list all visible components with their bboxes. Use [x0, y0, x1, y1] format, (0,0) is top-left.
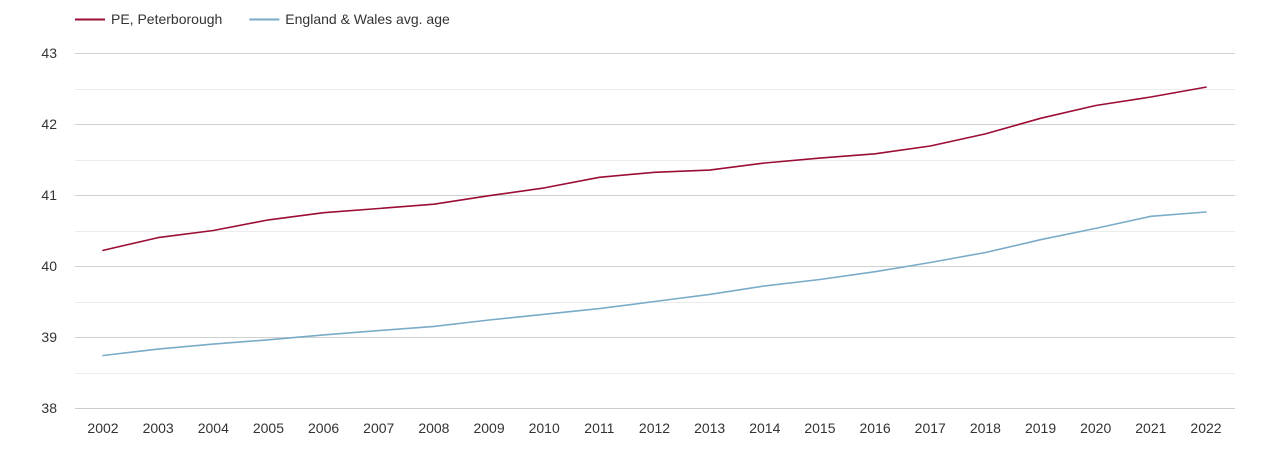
x-tick-label: 2005: [253, 420, 284, 436]
data-point[interactable]: [817, 156, 822, 161]
data-point[interactable]: [1148, 214, 1153, 219]
x-tick-label: 2022: [1190, 420, 1221, 436]
data-point[interactable]: [266, 217, 271, 222]
data-point[interactable]: [542, 185, 547, 190]
data-point[interactable]: [487, 193, 492, 198]
data-point[interactable]: [1093, 226, 1098, 231]
data-point[interactable]: [101, 248, 106, 253]
data-point[interactable]: [1038, 116, 1043, 121]
legend-label: England & Wales avg. age: [285, 11, 450, 27]
x-tick-label: 2008: [418, 420, 449, 436]
x-tick-label: 2014: [749, 420, 780, 436]
x-tick-label: 2011: [584, 420, 614, 436]
data-point[interactable]: [707, 168, 712, 173]
series-line-0: [102, 86, 1207, 252]
data-point[interactable]: [211, 342, 216, 347]
data-point[interactable]: [266, 337, 271, 342]
data-point[interactable]: [321, 332, 326, 337]
data-point[interactable]: [1204, 210, 1209, 215]
x-tick-label: 2020: [1080, 420, 1111, 436]
data-point[interactable]: [873, 151, 878, 156]
data-point[interactable]: [928, 260, 933, 265]
legend-item-1[interactable]: England & Wales avg. age: [249, 11, 450, 27]
data-point[interactable]: [156, 235, 161, 240]
x-tick-label: 2018: [970, 420, 1001, 436]
x-tick-label: 2007: [363, 420, 394, 436]
x-tick-label: 2006: [308, 420, 339, 436]
data-point[interactable]: [321, 210, 326, 215]
data-point[interactable]: [1093, 103, 1098, 108]
data-point[interactable]: [652, 299, 657, 304]
y-tick-label: 41: [41, 187, 57, 203]
x-tick-label: 2016: [860, 420, 891, 436]
y-tick-label: 38: [41, 400, 57, 416]
x-tick-label: 2015: [804, 420, 835, 436]
x-tick-label: 2004: [198, 420, 229, 436]
x-tick-label: 2009: [473, 420, 504, 436]
x-axis: 2002 2003 2004 2005 2006 2007 2008 2009 2010 2011…: [87, 420, 1221, 436]
legend: PE, Peterborough England & Wales avg. age: [75, 11, 450, 27]
data-point[interactable]: [597, 175, 602, 180]
data-point[interactable]: [156, 347, 161, 352]
data-point[interactable]: [211, 228, 216, 233]
data-point[interactable]: [928, 144, 933, 149]
data-point[interactable]: [983, 131, 988, 136]
y-tick-label: 40: [41, 258, 57, 274]
x-tick-label: 2021: [1135, 420, 1166, 436]
x-tick-label: 2010: [529, 420, 560, 436]
y-tick-label: 39: [41, 329, 57, 345]
series-lines: [101, 85, 1209, 358]
data-point[interactable]: [542, 312, 547, 317]
legend-label: PE, Peterborough: [111, 11, 222, 27]
data-point[interactable]: [431, 324, 436, 329]
data-point[interactable]: [707, 292, 712, 297]
x-tick-label: 2003: [143, 420, 174, 436]
data-point[interactable]: [762, 161, 767, 166]
data-point[interactable]: [376, 328, 381, 333]
data-point[interactable]: [817, 277, 822, 282]
data-point[interactable]: [652, 170, 657, 175]
x-tick-label: 2019: [1025, 420, 1056, 436]
grid-lines: [75, 53, 1235, 409]
data-point[interactable]: [762, 283, 767, 288]
data-point[interactable]: [1038, 237, 1043, 242]
series-line-1: [102, 211, 1207, 357]
y-axis: 38 39 40 41 42 43: [41, 45, 57, 416]
data-point[interactable]: [101, 353, 106, 358]
y-tick-label: 42: [41, 116, 57, 132]
data-point[interactable]: [1148, 95, 1153, 100]
data-point[interactable]: [431, 202, 436, 207]
x-tick-label: 2002: [87, 420, 118, 436]
data-point[interactable]: [597, 306, 602, 311]
data-point[interactable]: [487, 317, 492, 322]
x-tick-label: 2013: [694, 420, 725, 436]
data-point[interactable]: [983, 250, 988, 255]
y-tick-label: 43: [41, 45, 57, 61]
data-point[interactable]: [1204, 85, 1209, 90]
x-tick-label: 2017: [915, 420, 946, 436]
data-point[interactable]: [873, 269, 878, 274]
data-point[interactable]: [376, 206, 381, 211]
legend-item-0[interactable]: PE, Peterborough: [75, 11, 222, 27]
x-tick-label: 2012: [639, 420, 670, 436]
